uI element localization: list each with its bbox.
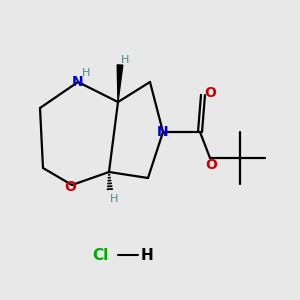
- Text: N: N: [157, 125, 169, 139]
- Text: O: O: [64, 180, 76, 194]
- Text: H: H: [82, 68, 90, 78]
- Text: O: O: [205, 158, 217, 172]
- Text: O: O: [204, 86, 216, 100]
- Polygon shape: [117, 65, 123, 102]
- Text: H: H: [121, 55, 129, 65]
- Text: H: H: [110, 194, 118, 204]
- Text: N: N: [72, 75, 84, 89]
- Text: Cl: Cl: [92, 248, 108, 262]
- Text: H: H: [141, 248, 153, 262]
